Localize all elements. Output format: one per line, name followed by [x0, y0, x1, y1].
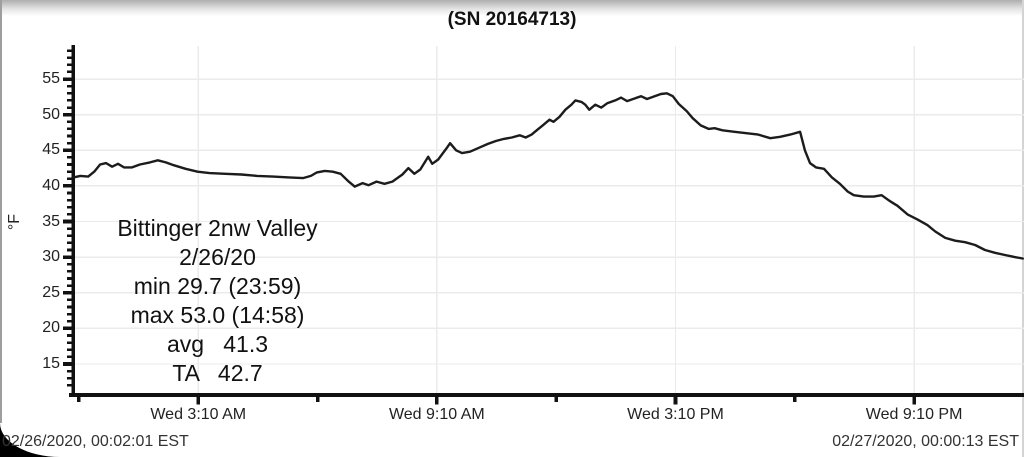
y-major-tick — [63, 148, 75, 153]
y-minor-tick — [66, 305, 75, 309]
y-minor-tick — [66, 177, 75, 181]
y-major-tick — [63, 290, 75, 295]
y-minor-tick — [66, 355, 75, 359]
y-major-tick — [63, 112, 75, 117]
y-minor-tick — [66, 384, 75, 387]
y-minor-tick — [66, 348, 75, 352]
y-minor-tick — [66, 84, 75, 88]
annotation-line: 2/26/20 — [179, 244, 256, 270]
y-major-tick — [63, 219, 75, 224]
annotation-line: min 29.7 (23:59) — [133, 273, 302, 299]
y-minor-tick — [66, 284, 75, 287]
y-minor-tick — [66, 277, 75, 280]
x-tick-label: Wed 3:10 AM — [150, 406, 247, 423]
y-minor-tick — [66, 248, 75, 252]
y-minor-tick — [66, 106, 75, 109]
y-minor-tick — [66, 298, 75, 302]
y-major-tick — [63, 77, 75, 81]
x-major-tick — [912, 396, 916, 405]
right-edge-border — [1022, 0, 1024, 457]
y-minor-tick — [66, 120, 75, 124]
y-minor-tick — [66, 198, 75, 202]
annotation-line: TA 42.7 — [172, 360, 263, 386]
y-minor-tick — [66, 127, 75, 131]
station-stats-annotation: Bittinger 2nw Valley 2/26/20 min 29.7 (23:… — [75, 214, 360, 388]
y-minor-tick — [66, 341, 75, 344]
chart-title: (SN 20164713) — [447, 9, 577, 30]
y-minor-tick — [66, 312, 75, 316]
x-major-tick — [673, 396, 678, 405]
y-tick-label: 50 — [42, 105, 60, 123]
y-axis-tick-labels: 15 20 25 30 35 40 45 50 55 — [0, 0, 60, 457]
y-minor-tick — [66, 170, 75, 173]
annotation-line: Bittinger 2nw Valley — [117, 215, 318, 241]
x-tick-label: Wed 9:10 AM — [388, 406, 485, 423]
end-timestamp: 02/27/2020, 00:00:13 EST — [832, 433, 1019, 450]
y-minor-tick — [66, 191, 75, 195]
y-minor-tick — [66, 141, 75, 145]
y-tick-label: 15 — [42, 354, 60, 372]
y-minor-tick — [66, 134, 75, 138]
x-minor-tick — [793, 396, 797, 402]
y-major-tick — [63, 255, 75, 259]
x-axis-spine — [69, 393, 1024, 397]
x-minor-tick — [315, 396, 320, 402]
screen-corner-mask — [0, 423, 60, 457]
y-tick-label: 20 — [42, 319, 60, 337]
annotation-line: avg 41.3 — [166, 331, 269, 357]
x-minor-tick — [77, 396, 81, 402]
temperature-series-line — [72, 92, 1024, 260]
y-minor-tick — [66, 63, 75, 67]
y-minor-tick — [66, 234, 75, 238]
y-tick-label: 35 — [42, 212, 60, 230]
y-minor-tick — [66, 49, 75, 52]
y-minor-tick — [66, 156, 75, 159]
y-tick-label: 45 — [42, 141, 60, 159]
y-minor-tick — [66, 334, 75, 337]
x-major-tick — [435, 396, 439, 405]
annotation-line: max 53.0 (14:58) — [130, 302, 305, 328]
y-tick-label: 25 — [42, 283, 60, 301]
x-tick-label: Wed 9:10 PM — [865, 406, 963, 423]
x-minor-tick — [554, 396, 558, 402]
y-minor-tick — [66, 99, 75, 102]
y-minor-tick — [66, 270, 75, 273]
top-shadow — [0, 0, 1024, 16]
left-edge-border — [0, 0, 2, 457]
y-tick-label: 30 — [42, 248, 60, 266]
y-minor-tick — [66, 163, 75, 166]
y-minor-tick — [66, 262, 75, 266]
x-tick-label: Wed 3:10 PM — [627, 406, 724, 423]
y-minor-tick — [66, 369, 75, 373]
y-minor-tick — [66, 213, 75, 216]
y-major-tick — [63, 362, 75, 366]
y-minor-tick — [66, 205, 75, 209]
y-tick-label: 40 — [42, 176, 60, 194]
y-major-tick — [63, 184, 75, 188]
y-minor-tick — [66, 227, 75, 230]
y-minor-tick — [66, 241, 75, 245]
x-major-tick — [196, 396, 201, 405]
y-minor-tick — [66, 70, 75, 74]
y-minor-tick — [66, 319, 75, 323]
y-tick-label: 55 — [42, 70, 60, 88]
y-minor-tick — [66, 376, 75, 380]
y-minor-tick — [66, 56, 75, 60]
start-timestamp: 02/26/2020, 00:02:01 EST — [2, 433, 189, 450]
y-minor-tick — [66, 92, 75, 95]
y-major-tick — [63, 326, 75, 331]
